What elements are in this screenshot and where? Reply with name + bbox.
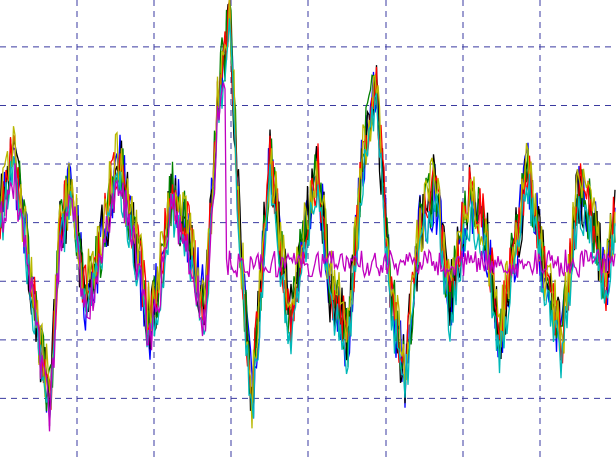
- series-layer: [0, 0, 616, 432]
- series-line-4: [0, 0, 616, 429]
- series-line-6: [0, 82, 616, 432]
